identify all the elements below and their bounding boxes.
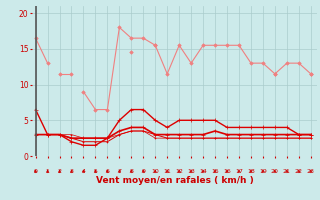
X-axis label: Vent moyen/en rafales ( km/h ): Vent moyen/en rafales ( km/h ): [96, 176, 253, 185]
